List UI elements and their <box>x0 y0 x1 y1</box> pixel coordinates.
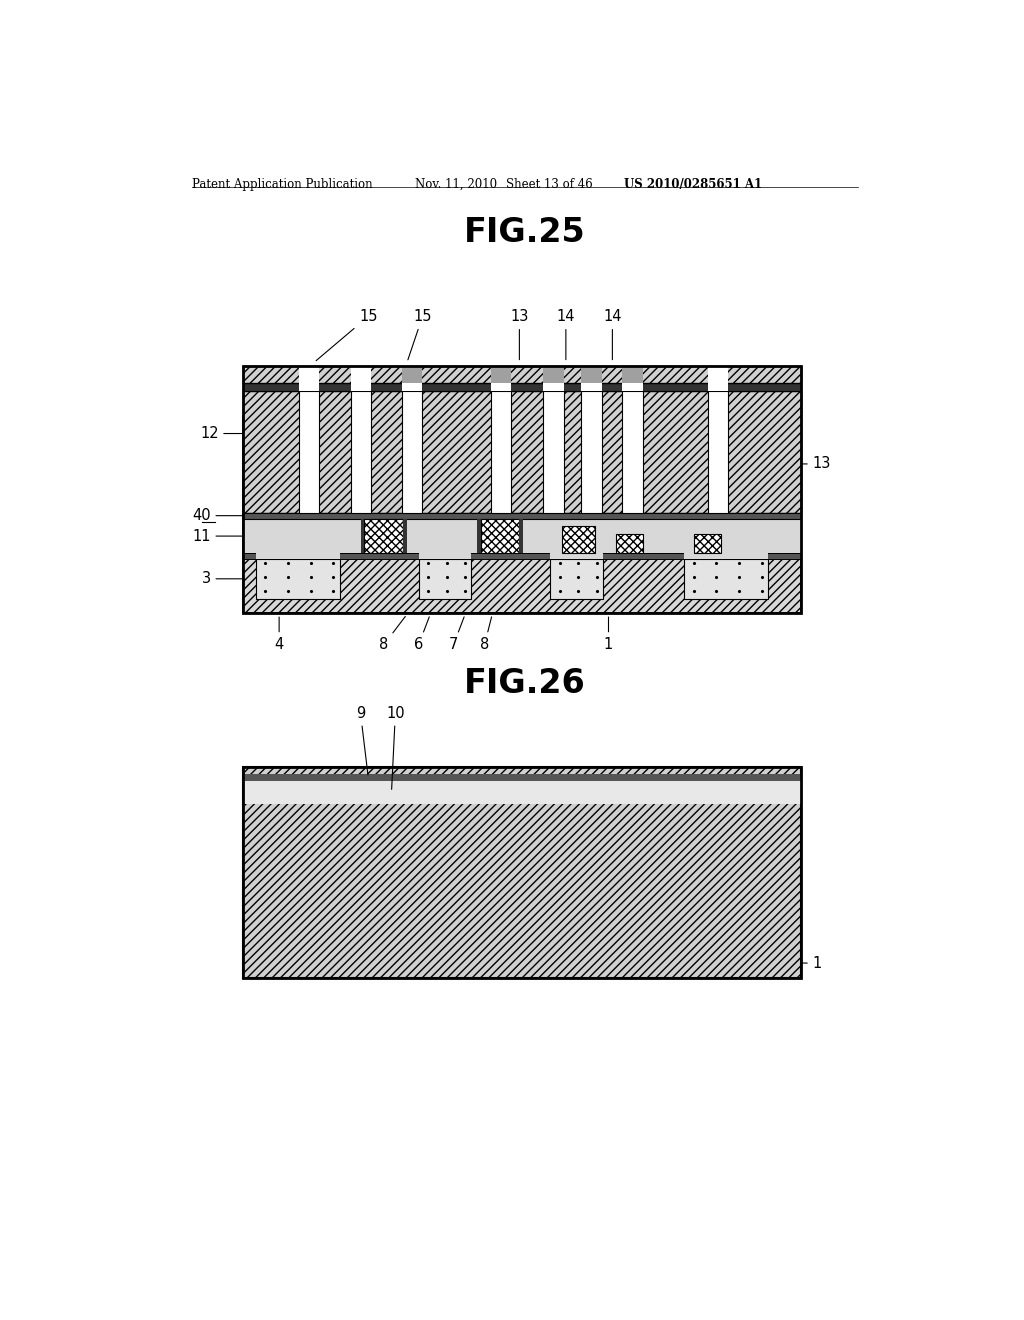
Bar <box>299 366 318 383</box>
Bar <box>693 535 721 553</box>
Bar <box>419 558 471 599</box>
Bar <box>684 558 768 599</box>
Text: FIG.26: FIG.26 <box>464 667 586 700</box>
Text: 4: 4 <box>274 616 284 652</box>
Bar <box>708 366 728 383</box>
Bar <box>401 391 422 512</box>
Text: 8: 8 <box>379 616 406 652</box>
Text: 1: 1 <box>604 616 613 652</box>
Bar <box>401 383 422 391</box>
Bar <box>550 558 603 599</box>
Bar <box>544 366 563 383</box>
Bar <box>351 383 372 391</box>
Bar <box>243 391 801 512</box>
Bar <box>708 383 728 391</box>
Bar <box>623 366 643 383</box>
Text: 15: 15 <box>408 309 432 360</box>
Bar <box>243 366 801 383</box>
Text: 13: 13 <box>812 457 830 471</box>
Text: US 2010/0285651 A1: US 2010/0285651 A1 <box>624 178 762 190</box>
Text: 6: 6 <box>414 616 429 652</box>
Text: 10: 10 <box>386 705 404 789</box>
Text: 1: 1 <box>812 956 821 970</box>
Bar <box>256 553 340 558</box>
Text: Sheet 13 of 46: Sheet 13 of 46 <box>506 178 593 190</box>
Bar <box>582 366 601 383</box>
Text: 11: 11 <box>193 528 211 544</box>
Bar <box>582 366 601 383</box>
Bar <box>419 553 471 558</box>
Bar <box>616 535 643 553</box>
Text: 9: 9 <box>356 705 368 775</box>
Text: FIG.25: FIG.25 <box>464 216 586 249</box>
Bar <box>708 391 728 512</box>
Bar <box>490 383 511 391</box>
Bar <box>582 383 601 391</box>
Bar <box>562 527 595 553</box>
Text: 12: 12 <box>200 426 219 441</box>
Bar <box>243 767 801 978</box>
Bar <box>544 366 563 383</box>
Text: 15: 15 <box>316 309 378 360</box>
Bar <box>544 391 563 512</box>
Bar <box>243 512 801 519</box>
Bar <box>243 367 801 612</box>
Bar <box>243 519 801 553</box>
Bar <box>351 366 372 383</box>
Text: 40: 40 <box>193 508 211 523</box>
Bar <box>477 519 480 553</box>
Bar <box>480 519 519 553</box>
Bar <box>243 775 801 780</box>
Bar <box>243 416 801 612</box>
Bar <box>360 519 365 553</box>
Bar <box>243 780 801 804</box>
Text: 14: 14 <box>557 309 575 359</box>
Bar <box>490 366 511 383</box>
Bar <box>351 391 372 512</box>
Bar <box>623 383 643 391</box>
Bar <box>256 558 340 599</box>
Text: Patent Application Publication: Patent Application Publication <box>191 178 372 190</box>
Text: 13: 13 <box>510 309 528 359</box>
Text: 7: 7 <box>449 616 464 652</box>
Bar <box>623 391 643 512</box>
Text: 8: 8 <box>480 616 492 652</box>
Bar <box>243 383 801 391</box>
Bar <box>243 553 801 558</box>
Text: Nov. 11, 2010: Nov. 11, 2010 <box>415 178 497 190</box>
Bar <box>490 391 511 512</box>
Bar <box>365 519 403 553</box>
Bar <box>243 519 801 553</box>
Bar <box>299 391 318 512</box>
Bar <box>684 553 768 558</box>
Bar <box>403 519 407 553</box>
Text: 3: 3 <box>202 572 211 586</box>
Bar <box>519 519 523 553</box>
Bar <box>299 383 318 391</box>
Bar <box>490 366 511 383</box>
Bar <box>544 383 563 391</box>
Bar <box>401 366 422 383</box>
Bar <box>623 366 643 383</box>
Bar <box>582 391 601 512</box>
Bar <box>401 366 422 383</box>
Text: 14: 14 <box>603 309 622 359</box>
Bar <box>550 553 603 558</box>
Bar <box>243 767 801 978</box>
